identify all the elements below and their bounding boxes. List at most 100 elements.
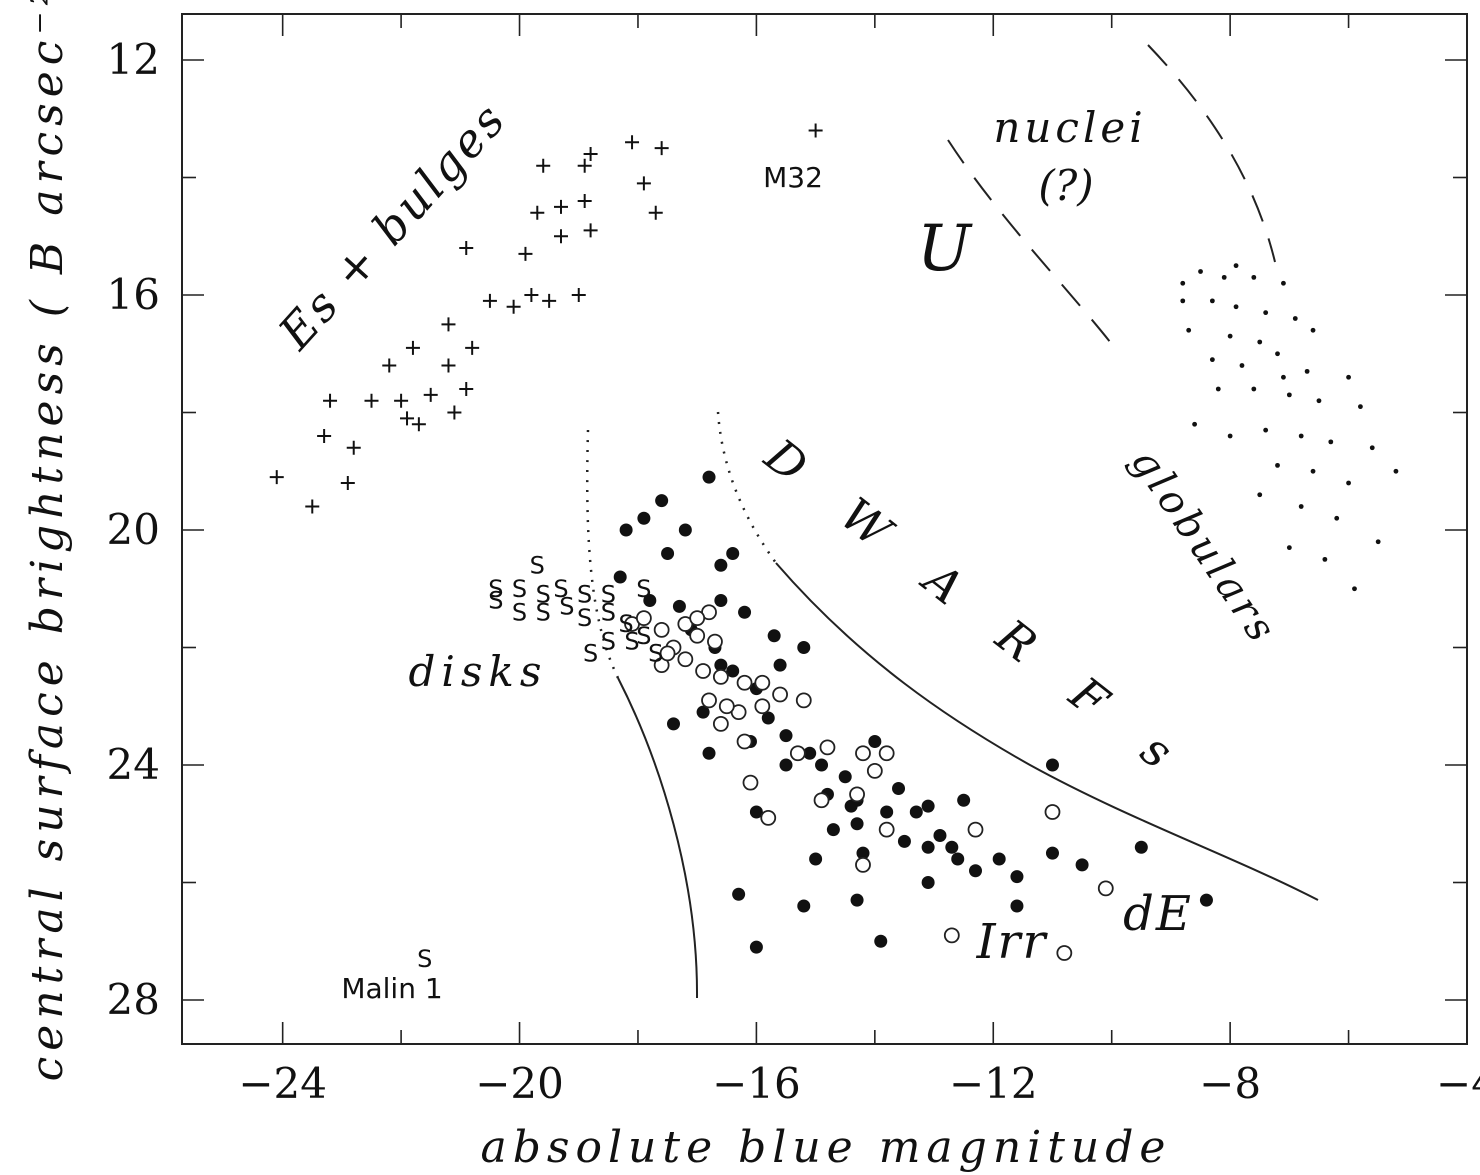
s-marker-point: S (488, 587, 503, 615)
dot-point (1316, 398, 1322, 404)
dot-point (1180, 298, 1186, 304)
plus-marker-point (542, 293, 557, 308)
filled-circle-point (1010, 899, 1024, 913)
s-marker-point: S (488, 575, 503, 603)
plus-marker-point (346, 440, 361, 455)
open-circle-point (1056, 945, 1073, 961)
plus-marker-point (648, 205, 663, 220)
s-marker-point: S (601, 581, 616, 609)
data-points: SS S S S S S SS S S S S S S SS SS SS (269, 123, 1399, 973)
filled-circle-point (726, 547, 740, 560)
filled-circle-point (702, 746, 716, 760)
dot-point (1310, 327, 1316, 333)
y-tick-label: 12 (107, 35, 160, 84)
plus-marker-point (441, 358, 456, 373)
open-circle-point (1044, 804, 1061, 820)
dot-point (1310, 468, 1316, 474)
plus-marker-point (654, 141, 669, 156)
open-circle-point (742, 774, 759, 791)
filled-circle-point (1075, 858, 1089, 872)
dot-point (1180, 280, 1186, 286)
filled-circle-point (892, 782, 906, 795)
plus-marker-point (577, 158, 592, 173)
filled-circle-point (672, 599, 686, 613)
plus-marker-point (405, 340, 420, 355)
s-marker-point: S (583, 639, 598, 667)
s-marker-point: S (512, 598, 527, 626)
filled-circle-point (797, 641, 811, 654)
plus-marker-point (269, 470, 284, 485)
open-circle-point (878, 745, 895, 762)
plus-marker-point (553, 199, 568, 214)
plot-frame (181, 13, 1468, 1045)
dot-point (1286, 392, 1292, 398)
filled-circle-point (1045, 758, 1059, 772)
open-circle-point (689, 610, 706, 627)
open-circle-point (878, 821, 895, 838)
s-marker-point: S (512, 575, 527, 603)
dot-point (1393, 468, 1399, 474)
plus-marker-point (364, 393, 379, 408)
filled-circle-point (761, 711, 775, 725)
dot-point (1298, 504, 1304, 509)
plus-marker-point (482, 293, 497, 308)
filled-circle-point (637, 511, 651, 525)
s-marker-point: S (553, 575, 568, 603)
filled-circle-point (696, 705, 710, 719)
y-tick-label: 28 (107, 975, 160, 1024)
s-marker-point: S (577, 581, 592, 609)
s-marker-point: S (417, 945, 432, 973)
s-marker-point: S (536, 581, 551, 609)
disks-label: disks (409, 647, 548, 696)
dot-point (1192, 421, 1198, 427)
filled-circle-point (921, 799, 935, 813)
filled-circle-point (992, 852, 1006, 866)
dot-point (1227, 333, 1233, 339)
filled-circle-point (921, 840, 935, 854)
filled-circle-point (738, 605, 752, 619)
dot-point (1328, 439, 1334, 445)
dot-point (1358, 404, 1363, 410)
plus-marker-point (423, 387, 438, 402)
plus-marker-point (382, 358, 397, 373)
open-circle-point (707, 633, 723, 650)
filled-circle-point (1199, 893, 1213, 907)
dot-point (1298, 433, 1304, 439)
irr-label: Irr (976, 914, 1049, 970)
open-circle-point (718, 698, 735, 715)
filled-circle-point (803, 746, 817, 760)
filled-circle-point (797, 899, 811, 913)
y-tick-label: 16 (107, 270, 160, 319)
plus-marker-point (506, 299, 521, 314)
open-circle-point (1097, 880, 1114, 897)
filled-circle-point (613, 570, 627, 584)
s-marker-point: S (536, 598, 551, 626)
de-label: dE (1123, 886, 1193, 942)
plus-marker-point (808, 123, 823, 138)
dwarfs-upper-boundary-curve (775, 562, 1319, 901)
filled-circle-point (880, 805, 894, 819)
axis-tick-labels: −24 −20 −16 −12 −8 −4 12 16 20 24 28 (107, 35, 1480, 1108)
open-circle-point (855, 745, 871, 762)
open-circle-point (689, 627, 706, 644)
s-marker-point: S (636, 575, 651, 603)
filled-circle-point (1134, 840, 1148, 854)
plus-marker-point (530, 205, 545, 220)
dot-point (1304, 368, 1310, 374)
open-circle-point (754, 698, 771, 715)
dot-point (1263, 427, 1269, 433)
dot-point (1186, 327, 1192, 333)
open-circle-point (943, 927, 960, 944)
filled-circle-point (856, 846, 870, 860)
dot-point (1286, 545, 1292, 551)
globulars-label: globulars (1122, 440, 1287, 653)
filled-circle-point (838, 770, 852, 784)
x-tick-label: −24 (238, 1059, 327, 1108)
filled-circle-point (749, 940, 763, 954)
filled-circle-point (1010, 870, 1024, 884)
open-circle-point (754, 674, 771, 691)
dwarfs-dotted-boundary-curve (716, 411, 778, 564)
filled-circle-point (678, 523, 692, 537)
s-marker-point: S (530, 551, 545, 579)
nuclei-uncertain-label: (?) (1038, 161, 1093, 210)
